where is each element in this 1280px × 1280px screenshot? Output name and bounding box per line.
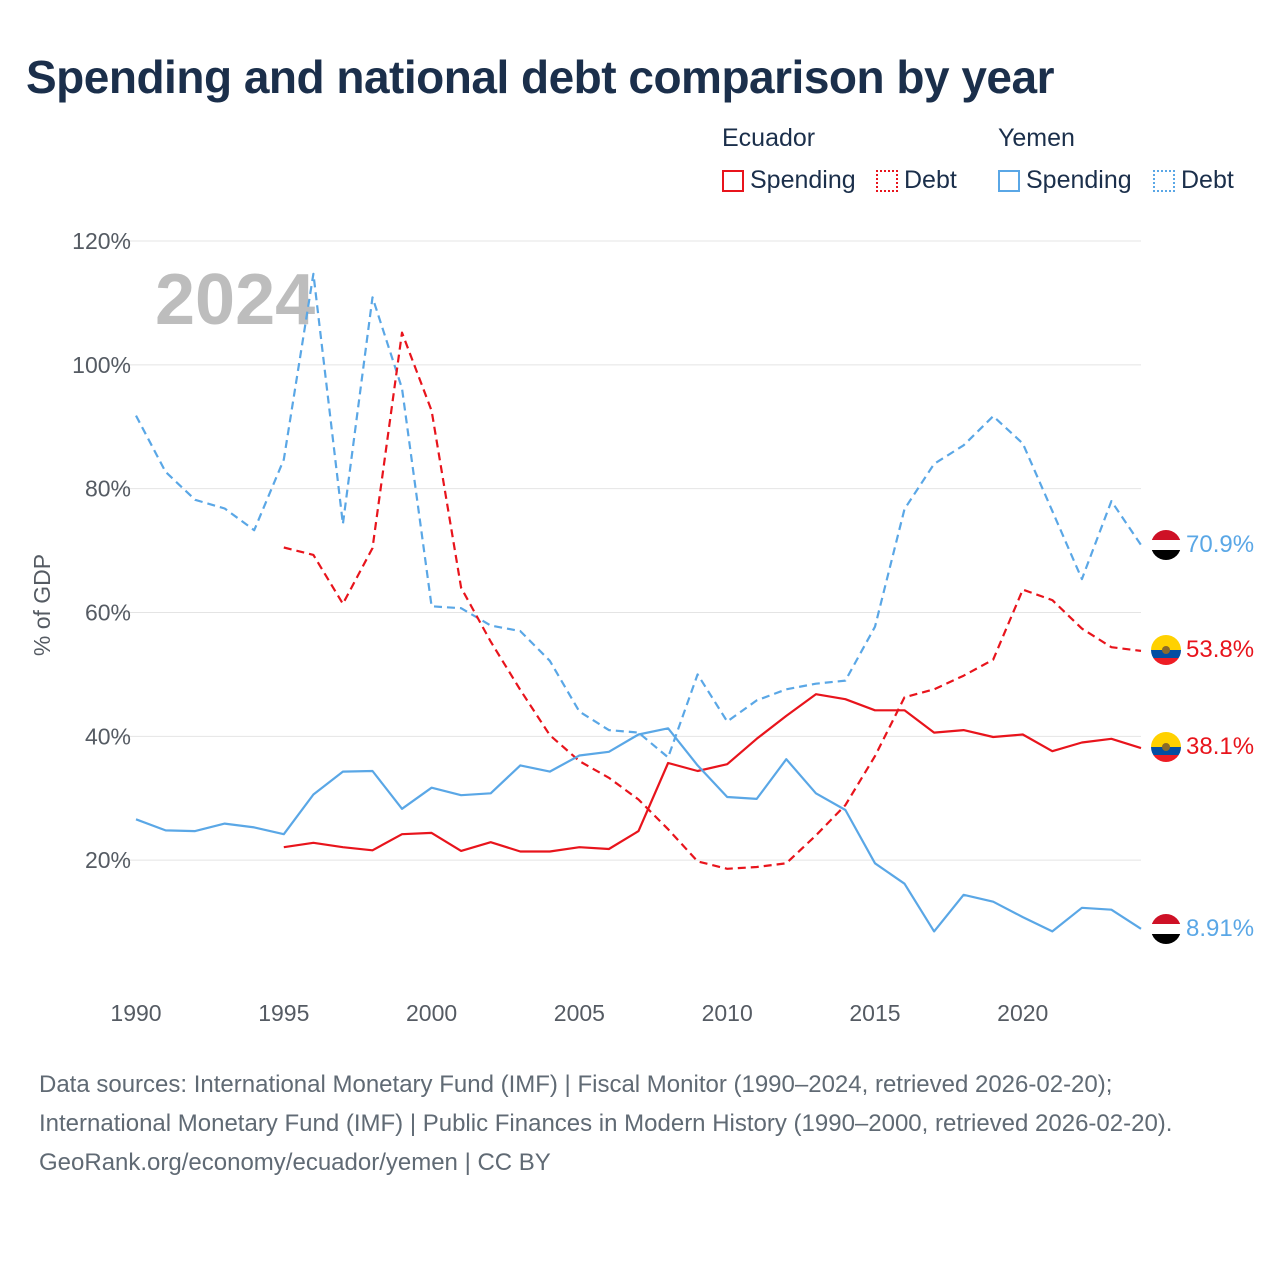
end-label-yemen-spending: 8.91% xyxy=(1186,915,1254,942)
legend-item-yemen-debt[interactable]: Debt xyxy=(1153,166,1234,195)
x-tick-label: 2015 xyxy=(849,1000,900,1026)
x-tick-label: 2020 xyxy=(997,1000,1048,1026)
ecuador-flag-icon xyxy=(1151,635,1181,665)
x-tick-label: 1990 xyxy=(110,1000,161,1026)
chart-title: Spending and national debt comparison by… xyxy=(26,51,1055,103)
x-tick-label: 1995 xyxy=(258,1000,309,1026)
yemen-flag-icon xyxy=(1151,530,1181,560)
legend-swatch-dotted-icon xyxy=(1153,169,1175,192)
yemen-flag-icon xyxy=(1151,914,1181,944)
y-axis: 20% 40% 60% 80% 100% 120% xyxy=(72,228,131,873)
series-lines xyxy=(135,272,1142,933)
legend-swatch-solid-icon xyxy=(998,169,1020,192)
series-line-yemen-spending xyxy=(135,727,1142,933)
x-axis: 1990 1995 2000 2005 2010 2015 2020 xyxy=(110,1000,1048,1026)
x-tick-label: 2010 xyxy=(702,1000,753,1026)
legend-item-ecuador-debt[interactable]: Debt xyxy=(876,166,957,195)
year-watermark: 2024 xyxy=(155,260,315,340)
legend-label: Spending xyxy=(1026,166,1132,194)
series-line-yemen-debt xyxy=(135,272,1142,759)
y-tick-label: 60% xyxy=(85,600,131,626)
y-tick-label: 20% xyxy=(85,847,131,873)
legend-group-ecuador: Ecuador xyxy=(722,124,816,152)
y-axis-label: % of GDP xyxy=(29,554,55,656)
y-tick-label: 40% xyxy=(85,723,131,749)
y-tick-label: 80% xyxy=(85,476,131,502)
footer-credit[interactable]: GeoRank.org/economy/ecuador/yemen | CC B… xyxy=(39,1149,551,1176)
legend-label: Debt xyxy=(904,166,957,194)
end-label-ecuador-spending: 38.1% xyxy=(1186,733,1254,760)
y-tick-label: 120% xyxy=(72,228,131,254)
legend-label: Spending xyxy=(750,166,856,194)
series-line-ecuador-debt xyxy=(283,331,1142,870)
legend-group-yemen: Yemen xyxy=(998,124,1075,152)
y-tick-label: 100% xyxy=(72,352,131,378)
line-chart: 20% 40% 60% 80% 100% 120% 1990 1995 2000 2005 201… xyxy=(29,228,1254,1026)
grid-lines xyxy=(118,240,1141,861)
legend-swatch-solid-icon xyxy=(722,169,744,192)
end-label-ecuador-debt: 53.8% xyxy=(1186,636,1254,663)
x-tick-label: 2000 xyxy=(406,1000,457,1026)
legend-label: Debt xyxy=(1181,166,1234,194)
footer: Data sources: International Monetary Fun… xyxy=(39,1065,1239,1182)
ecuador-flag-icon xyxy=(1151,732,1181,762)
legend-item-yemen-spending[interactable]: Spending xyxy=(998,166,1132,195)
legend-swatch-dotted-icon xyxy=(876,169,898,192)
x-tick-label: 2005 xyxy=(554,1000,605,1026)
end-label-yemen-debt: 70.9% xyxy=(1186,531,1254,558)
legend-item-ecuador-spending[interactable]: Spending xyxy=(722,166,856,195)
series-line-ecuador-spending xyxy=(283,693,1142,853)
footer-sources: Data sources: International Monetary Fun… xyxy=(39,1071,1173,1137)
